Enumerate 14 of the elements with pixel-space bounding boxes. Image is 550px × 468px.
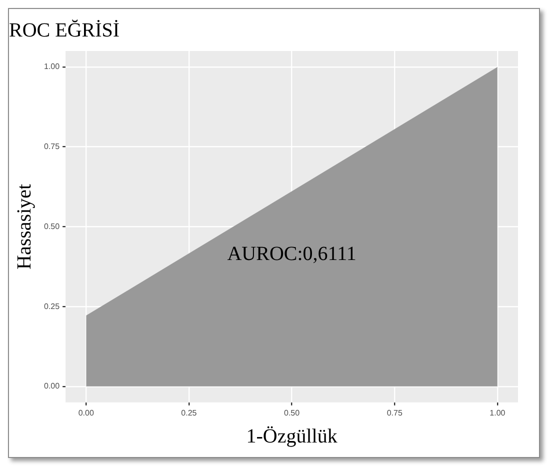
y-tick-label: 0.25: [44, 302, 60, 311]
x-tick-label: 0.50: [284, 408, 300, 418]
y-tick-label: 0.50: [44, 222, 60, 231]
y-tick-label: 0.00: [44, 382, 60, 391]
x-tick-label: 0.00: [78, 408, 94, 418]
y-tick-label: 1.00: [44, 62, 60, 72]
y-axis-title: Hassasiyet: [13, 183, 36, 270]
x-tick-label: 0.25: [181, 408, 198, 418]
x-axis-title: 1-Özgüllük: [246, 425, 338, 448]
chart-title: ROC EĞRİSİ: [9, 19, 120, 42]
x-tick-label: 1.00: [490, 408, 506, 418]
x-tick-label: 0.75: [386, 408, 403, 418]
annotation: AUROC:0,6111: [227, 243, 356, 266]
y-tick-label: 0.75: [44, 142, 60, 152]
